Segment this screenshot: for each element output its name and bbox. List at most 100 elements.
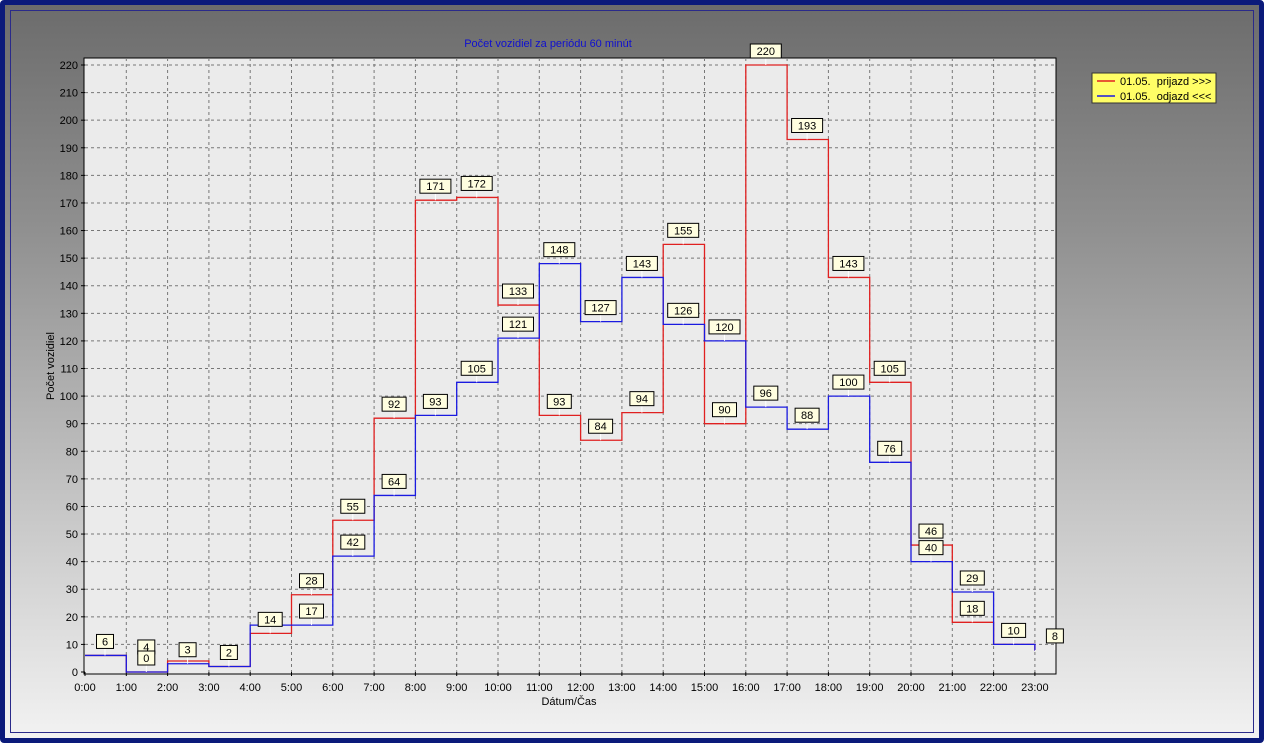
data-label-box xyxy=(959,570,985,586)
x-tick-label: 17:00 xyxy=(773,682,801,694)
data-label: 143 xyxy=(625,255,658,278)
y-tick-label: 10 xyxy=(66,639,78,651)
data-label-box xyxy=(219,644,238,660)
x-tick-label: 18:00 xyxy=(815,682,843,694)
data-label-box xyxy=(959,600,985,616)
data-label: 40 xyxy=(918,540,944,562)
data-label-box xyxy=(546,393,572,409)
x-tick-label: 11:00 xyxy=(526,682,553,694)
data-label-text: 40 xyxy=(925,543,937,555)
data-label: 155 xyxy=(667,222,700,245)
data-label: 2 xyxy=(219,644,238,667)
data-label-text: 100 xyxy=(839,377,857,389)
plot-area xyxy=(83,57,1057,675)
data-label: 93 xyxy=(546,393,572,416)
data-label: 55 xyxy=(340,498,366,521)
data-label-text: 29 xyxy=(966,573,978,585)
data-label: 120 xyxy=(708,319,741,341)
data-label: 17 xyxy=(299,603,324,626)
data-label-text: 17 xyxy=(305,606,317,618)
data-label-text: 10 xyxy=(1007,625,1019,637)
data-label: 88 xyxy=(794,407,820,430)
data-label-box xyxy=(794,407,820,423)
data-label: 3 xyxy=(178,642,197,664)
y-tick-label: 90 xyxy=(66,419,78,431)
data-label-text: 171 xyxy=(426,181,444,193)
data-label: 105 xyxy=(460,360,493,383)
y-tick-label: 110 xyxy=(60,364,78,376)
x-tick-label: 2:00 xyxy=(157,682,178,694)
data-label-text: 88 xyxy=(801,410,813,422)
x-tick-label: 20:00 xyxy=(897,682,925,694)
data-label-text: 220 xyxy=(757,46,775,58)
data-label-text: 2 xyxy=(226,647,232,659)
x-tick-label: 0:00 xyxy=(74,682,95,694)
data-label-box xyxy=(753,385,779,401)
data-label: 143 xyxy=(832,255,865,278)
y-tick-label: 210 xyxy=(60,88,78,100)
data-label-text: 121 xyxy=(509,319,527,331)
data-label-text: 42 xyxy=(347,537,359,549)
y-tick-label: 80 xyxy=(66,446,78,458)
data-label: 46 xyxy=(918,523,944,546)
data-label: 84 xyxy=(588,418,614,441)
data-label-box xyxy=(832,255,865,271)
data-label-box xyxy=(381,396,407,412)
y-tick-label: 70 xyxy=(66,474,78,486)
data-label: 8 xyxy=(1045,628,1064,650)
data-label: 42 xyxy=(340,534,366,557)
y-tick-label: 0 xyxy=(72,667,78,679)
data-label-text: 28 xyxy=(305,576,317,588)
data-label-text: 55 xyxy=(347,501,359,513)
y-axis: 0 10 20 30 40 50 60 70 80 90 100 110 120 130 140 150 160… xyxy=(60,60,85,679)
x-tick-label: 15:00 xyxy=(691,682,719,694)
data-label: 90 xyxy=(712,402,737,424)
y-axis-title: Počet vozidiel xyxy=(45,332,57,400)
data-label: 127 xyxy=(584,300,617,322)
data-label-text: 4 xyxy=(143,642,149,654)
data-label-text: 133 xyxy=(509,286,527,298)
data-label-box xyxy=(137,650,156,666)
data-label-box xyxy=(708,319,741,335)
y-tick-label: 180 xyxy=(60,170,78,182)
data-label-text: 93 xyxy=(553,396,565,408)
data-label: 92 xyxy=(381,396,407,419)
data-label: 28 xyxy=(299,573,324,595)
y-tick-label: 20 xyxy=(66,612,78,624)
data-label-box xyxy=(1045,628,1064,644)
data-label-box xyxy=(257,611,283,627)
data-label-box xyxy=(749,43,782,59)
chart-title: Počet vozidiel za periódu 60 minút xyxy=(464,38,632,50)
y-tick-label: 140 xyxy=(60,281,78,293)
y-tick-label: 120 xyxy=(60,336,78,348)
data-label: 64 xyxy=(381,473,407,496)
x-tick-label: 1:00 xyxy=(116,682,137,694)
x-tick-label: 22:00 xyxy=(980,682,1008,694)
x-tick-label: 5:00 xyxy=(281,682,302,694)
data-label: 94 xyxy=(629,391,655,413)
data-label: 172 xyxy=(460,175,493,198)
data-label-text: 105 xyxy=(881,363,899,375)
data-label-box xyxy=(877,440,903,456)
data-label: 193 xyxy=(791,117,824,140)
data-label-text: 92 xyxy=(388,399,400,411)
data-label: 6 xyxy=(96,633,114,656)
data-label-box xyxy=(1001,622,1027,638)
y-tick-label: 40 xyxy=(66,557,78,569)
x-tick-label: 8:00 xyxy=(405,682,426,694)
y-tick-label: 170 xyxy=(60,198,78,210)
data-label-text: 172 xyxy=(468,178,486,190)
data-label-box xyxy=(502,316,534,332)
x-tick-label: 14:00 xyxy=(649,682,677,694)
x-tick-label: 10:00 xyxy=(484,682,512,694)
data-label-box xyxy=(667,302,700,318)
data-label-text: 143 xyxy=(633,258,651,270)
data-label-box xyxy=(625,255,658,271)
data-label-box xyxy=(299,603,324,619)
y-tick-label: 100 xyxy=(60,391,78,403)
data-label-text: 84 xyxy=(594,421,606,433)
data-label-box xyxy=(460,175,493,191)
data-label-box xyxy=(543,242,576,258)
x-tick-label: 7:00 xyxy=(363,682,384,694)
